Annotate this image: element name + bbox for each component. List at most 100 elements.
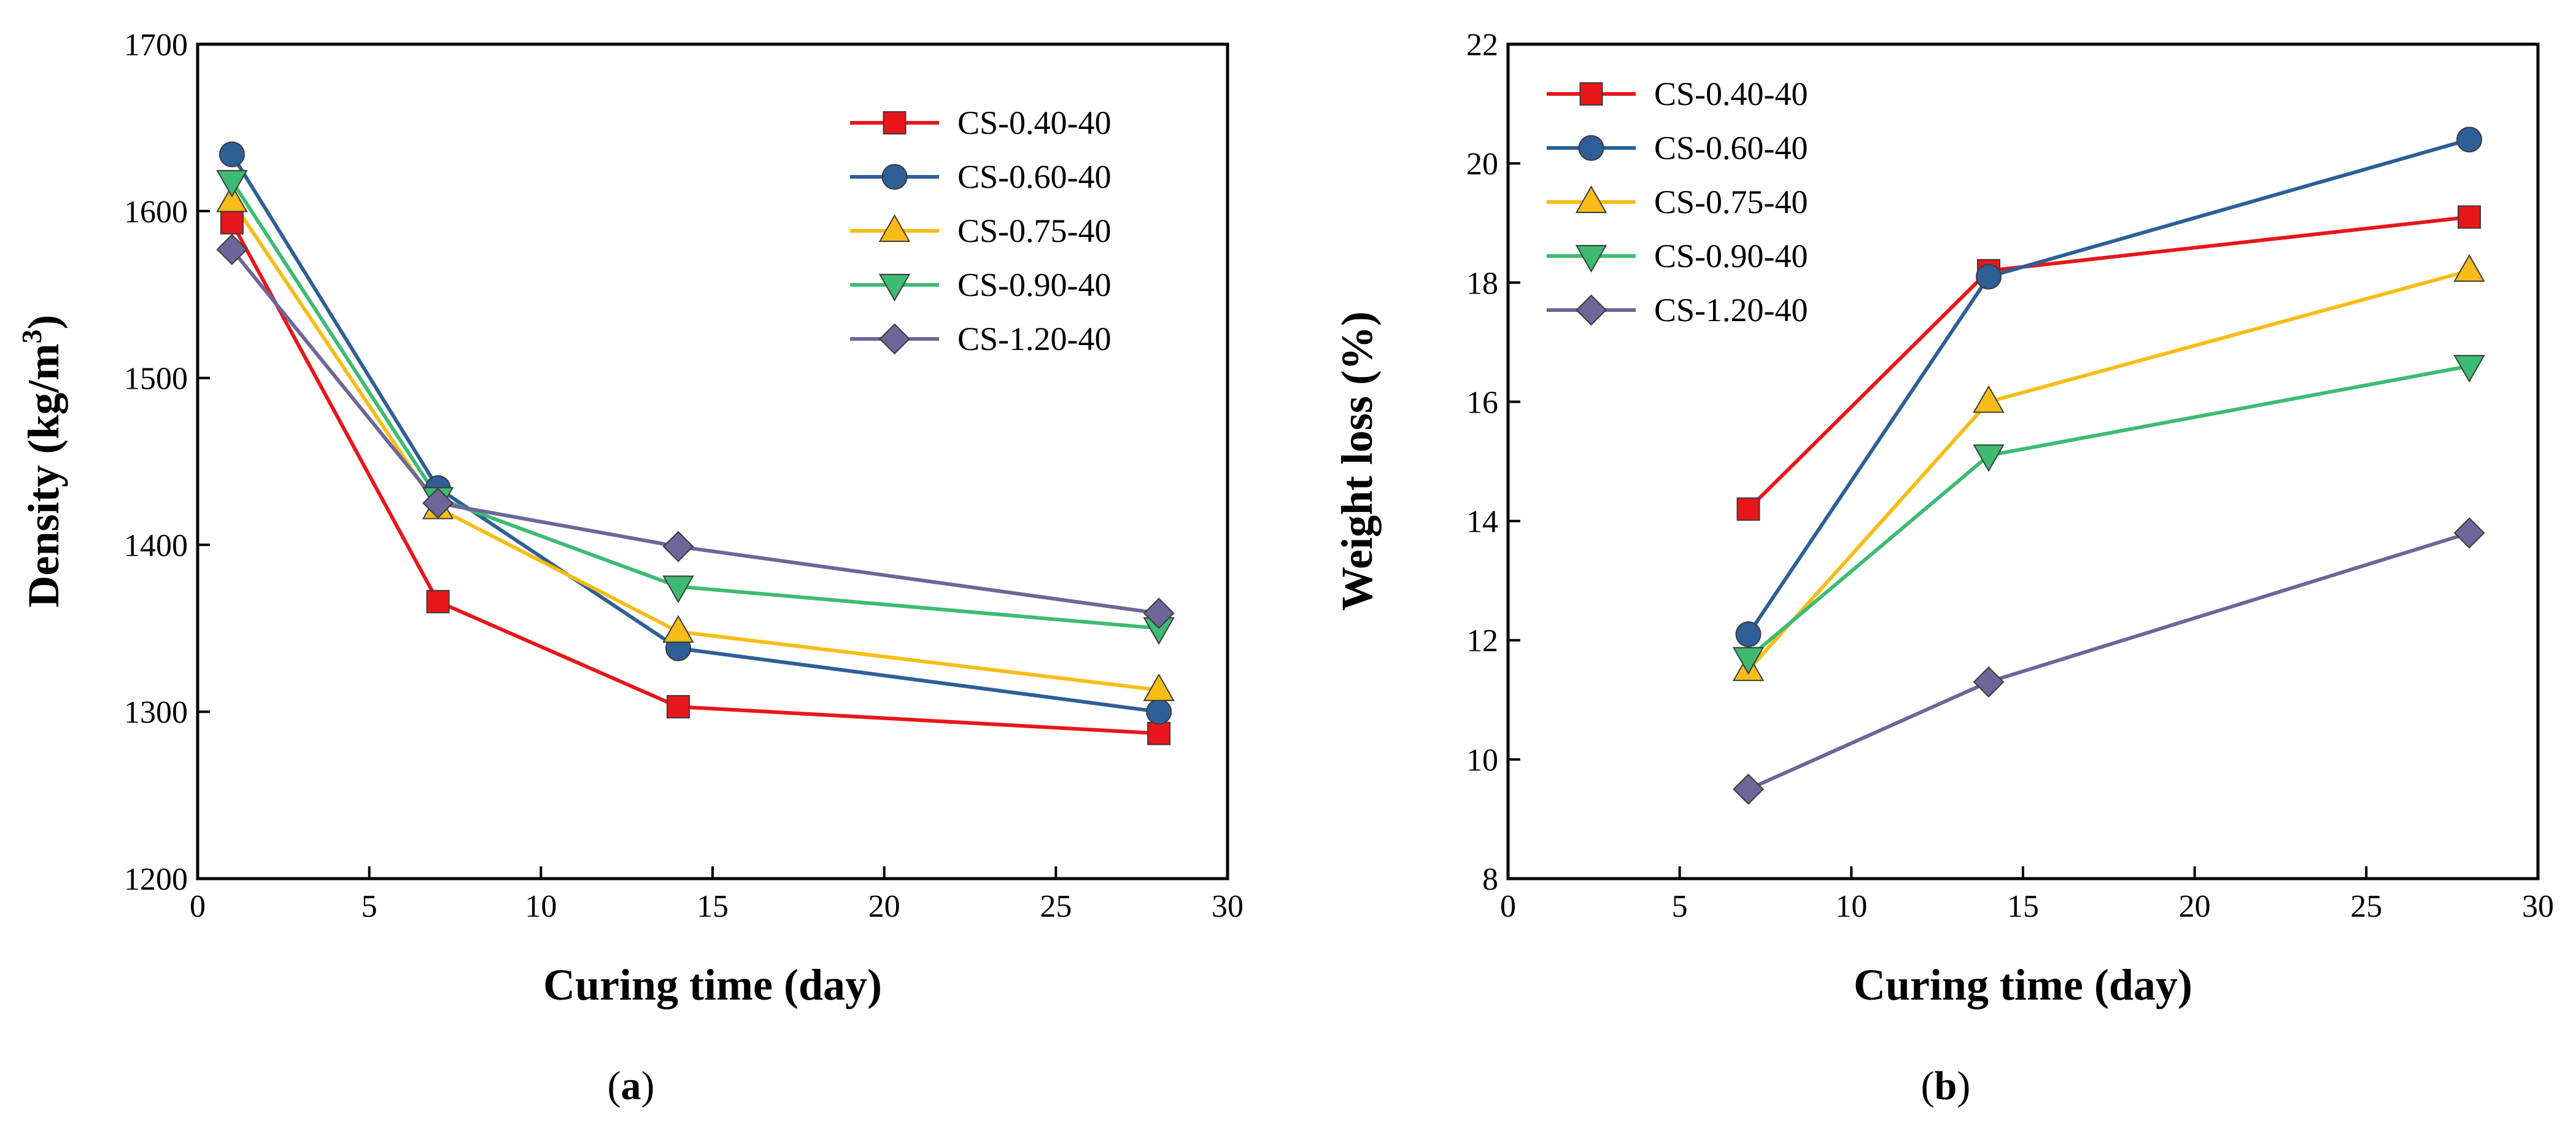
x-axis-ticks: 0 5 10 15 20 25 30 [1500,866,2554,924]
data-point-CS-1.20-40 [1733,773,1764,805]
x-axis-ticks: 0 5 10 15 20 25 30 [190,866,1244,924]
y-axis-title: Density (kg/m3) [16,315,68,608]
data-point-CS-0.60-40 [1976,263,2002,290]
series-line-CS-0.40-40 [1747,215,2470,511]
y-tick-label: 16 [1466,385,1498,420]
legend-label: CS-0.75-40 [957,212,1112,249]
y-tick-label: 18 [1466,266,1498,301]
y-axis-title-main: Density (kg/m [19,343,68,607]
x-tick-label: 20 [2179,889,2211,924]
x-tick-label: 10 [1835,889,1867,924]
x-tick-label: 5 [362,889,377,924]
data-point-CS-0.60-40 [219,141,245,168]
legend: CS-0.40-40 CS-0.60-40 CS-0.75-40 CS-0.90-40… [850,104,1112,357]
data-point-CS-0.60-40 [2456,126,2483,153]
y-tick-label: 1600 [124,195,188,230]
legend-marker [878,214,911,242]
data-point-CS-1.20-40 [1973,666,2005,698]
data-point-CS-0.90-40 [1973,444,2005,472]
data-point-CS-0.40-40 [667,695,690,719]
panel-label-a-letter: a [621,1063,641,1108]
panel-label-b: (b) [1921,1063,1971,1108]
legend: CS-0.40-40 CS-0.60-40 CS-0.75-40 CS-0.90-40… [1547,76,1808,328]
y-axis-title-end: ) [19,315,68,330]
data-point-CS-0.40-40 [426,589,450,613]
y-tick-label: 1200 [124,862,188,897]
data-point-CS-0.90-40 [2453,355,2485,383]
data-point-CS-0.40-40 [1147,721,1171,745]
series-line-CS-1.20-40 [230,248,1159,615]
data-point-CS-0.40-40 [220,211,244,235]
x-axis-title: Curing time (day) [543,960,882,1009]
y-tick-label: 1700 [124,28,188,63]
y-axis-ticks: 1200 1300 1400 1500 1600 1700 [124,28,210,897]
y-axis-ticks: 8 10 12 14 16 18 20 22 [1466,28,1520,897]
x-tick-label: 25 [1040,889,1072,924]
data-point-CS-0.75-40 [1143,673,1175,701]
legend-marker [1578,135,1604,161]
series-line-CS-0.90-40 [1747,364,2470,660]
data-point-CS-1.20-40 [422,488,454,519]
data-point-CS-0.90-40 [1732,647,1765,675]
x-tick-label: 30 [2522,889,2554,924]
legend-label: CS-1.20-40 [957,321,1112,357]
data-point-CS-0.75-40 [1973,385,2005,413]
data-point-CS-0.75-40 [662,615,694,643]
data-point-CS-0.60-40 [1735,621,1762,648]
data-point-CS-0.40-40 [1736,497,1760,521]
data-point-CS-1.20-40 [216,233,248,265]
legend-marker [879,323,910,355]
series-line-CS-0.75-40 [230,200,1159,692]
y-tick-label: 1400 [124,528,188,563]
x-tick-label: 30 [1212,889,1244,924]
x-tick-label: 5 [1672,889,1688,924]
data-point-CS-0.75-40 [216,184,248,212]
y-tick-label: 8 [1482,862,1498,897]
legend-marker [1575,245,1607,273]
legend-marker [881,164,908,190]
series-line-CS-0.90-40 [230,180,1159,631]
y-tick-label: 10 [1466,743,1498,778]
series-group [1732,126,2485,805]
x-tick-label: 15 [697,889,729,924]
y-tick-label: 12 [1466,624,1498,659]
legend-marker [1576,294,1607,326]
legend-label: CS-0.60-40 [957,158,1112,195]
legend-marker [1575,185,1607,213]
data-point-CS-0.90-40 [216,169,248,198]
x-tick-label: 0 [1500,889,1516,924]
data-point-CS-0.90-40 [662,575,694,604]
legend-label: CS-0.40-40 [957,104,1112,141]
legend-marker [1579,82,1603,106]
y-tick-label: 20 [1466,147,1498,182]
legend-label: CS-0.90-40 [1654,238,1808,274]
series-line-CS-1.20-40 [1747,531,2470,791]
legend-marker [878,274,911,302]
x-tick-label: 25 [2350,889,2382,924]
y-axis-title: Weight loss (%) [1332,311,1382,611]
series-group [216,141,1175,745]
legend-marker [883,111,907,134]
data-point-CS-0.60-40 [1146,699,1172,725]
legend-label: CS-0.75-40 [1654,184,1808,220]
panel-label-b-letter: b [1935,1063,1957,1108]
data-point-CS-0.75-40 [2453,254,2485,282]
legend-label: CS-0.90-40 [957,266,1112,303]
y-axis-title-sup: 3 [16,329,47,343]
legend-label: CS-0.40-40 [1654,76,1808,112]
legend-label: CS-1.20-40 [1654,292,1808,328]
data-point-CS-1.20-40 [1143,597,1175,629]
x-axis-title: Curing time (day) [1854,960,2192,1009]
panel-label-a: (a) [608,1063,655,1108]
y-tick-label: 1500 [124,362,188,397]
data-point-CS-0.40-40 [2458,205,2481,229]
data-point-CS-1.20-40 [662,530,694,562]
y-tick-label: 14 [1466,505,1498,540]
series-line-CS-0.40-40 [230,222,1159,736]
plot-area-frame [1506,42,2540,880]
data-point-CS-1.20-40 [2453,517,2485,549]
y-tick-label: 1300 [124,695,188,730]
y-tick-label: 22 [1466,28,1498,63]
